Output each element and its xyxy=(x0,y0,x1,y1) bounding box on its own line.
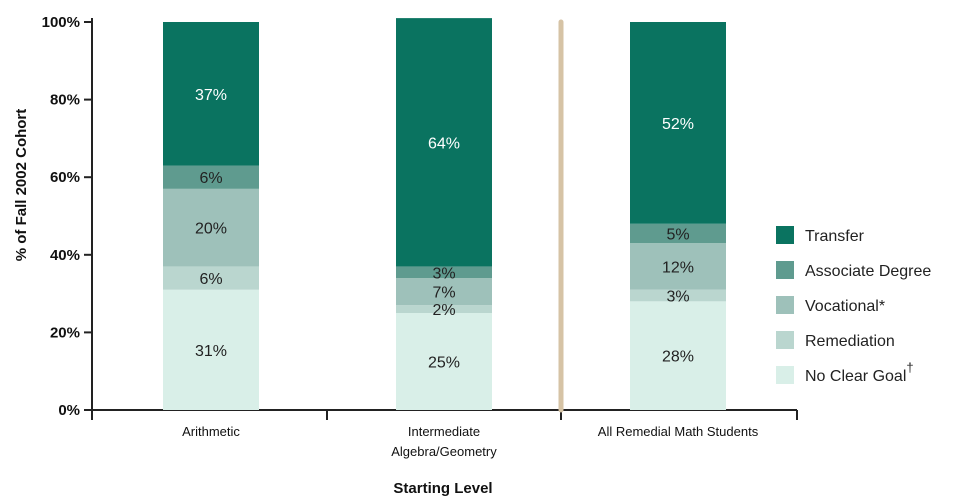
legend-label: Transfer xyxy=(805,228,865,245)
bar-segment xyxy=(163,188,259,267)
data-label: 20% xyxy=(195,221,227,238)
legend-swatch xyxy=(776,261,794,279)
legend-label: No Clear Goal† xyxy=(805,360,914,385)
data-label: 12% xyxy=(662,259,694,276)
x-tick-label: All Remedial Math Students xyxy=(598,424,759,439)
y-axis: 0% 20% 40% 60% 80% 100% xyxy=(42,14,93,419)
data-label: 28% xyxy=(662,349,694,366)
bar-segment xyxy=(630,223,726,244)
legend-label: Vocational* xyxy=(805,298,885,315)
y-tick-label: 0% xyxy=(58,402,80,419)
bar-segment xyxy=(630,289,726,302)
data-label: 6% xyxy=(199,271,222,288)
data-label: 3% xyxy=(432,265,455,282)
legend-footnote-mark: † xyxy=(906,360,913,375)
legend-item: Associate Degree xyxy=(776,261,931,280)
bar-segment xyxy=(163,266,259,290)
bar-segment xyxy=(630,301,726,410)
x-axis-label: Starting Level xyxy=(393,480,492,497)
data-label: 5% xyxy=(666,226,689,243)
bar-segment xyxy=(630,243,726,290)
x-tick-label: Algebra/Geometry xyxy=(391,444,497,459)
legend-swatch xyxy=(776,331,794,349)
data-label: 3% xyxy=(666,289,689,306)
legend: Transfer Associate Degree Vocational* Remed… xyxy=(776,226,931,385)
y-tick-label: 60% xyxy=(50,169,80,186)
bar-segment xyxy=(163,165,259,189)
data-label: 52% xyxy=(662,116,694,133)
bar-segment xyxy=(396,313,492,410)
y-tick-label: 100% xyxy=(42,14,80,31)
data-label: 64% xyxy=(428,135,460,152)
data-label: 7% xyxy=(432,285,455,302)
bar-segment xyxy=(396,278,492,306)
legend-label: Remediation xyxy=(805,333,895,350)
y-axis-label: % of Fall 2002 Cohort xyxy=(13,109,30,262)
legend-swatch xyxy=(776,226,794,244)
legend-label: Associate Degree xyxy=(805,263,931,280)
legend-swatch xyxy=(776,296,794,314)
data-label: 31% xyxy=(195,343,227,360)
y-tick-label: 80% xyxy=(50,92,80,109)
bar-segment xyxy=(630,22,726,224)
legend-item: Remediation xyxy=(776,331,895,350)
bar-segment xyxy=(396,266,492,279)
data-label: 25% xyxy=(428,355,460,372)
data-label: 6% xyxy=(199,170,222,187)
legend-item: Transfer xyxy=(776,226,865,245)
y-tick-label: 20% xyxy=(50,324,80,341)
y-tick-label: 40% xyxy=(50,247,80,264)
bar-segment xyxy=(396,305,492,313)
legend-item: Vocational* xyxy=(776,296,885,315)
bar-segment xyxy=(163,22,259,166)
bar-segment xyxy=(396,18,492,267)
x-axis: Arithmetic Intermediate Algebra/Geometry Al… xyxy=(91,19,798,459)
x-tick-label: Intermediate xyxy=(408,424,480,439)
bar-segment xyxy=(163,289,259,410)
data-label: 37% xyxy=(195,87,227,104)
legend-item: No Clear Goal† xyxy=(776,360,914,385)
bars: 31% 6% 20% 6% 37% 25% 2%7% 3% 64% 28% 3% 12% 5% 52% xyxy=(163,18,726,410)
data-label: 2% xyxy=(432,302,455,319)
x-tick-label: Arithmetic xyxy=(182,424,240,439)
legend-swatch xyxy=(776,366,794,384)
